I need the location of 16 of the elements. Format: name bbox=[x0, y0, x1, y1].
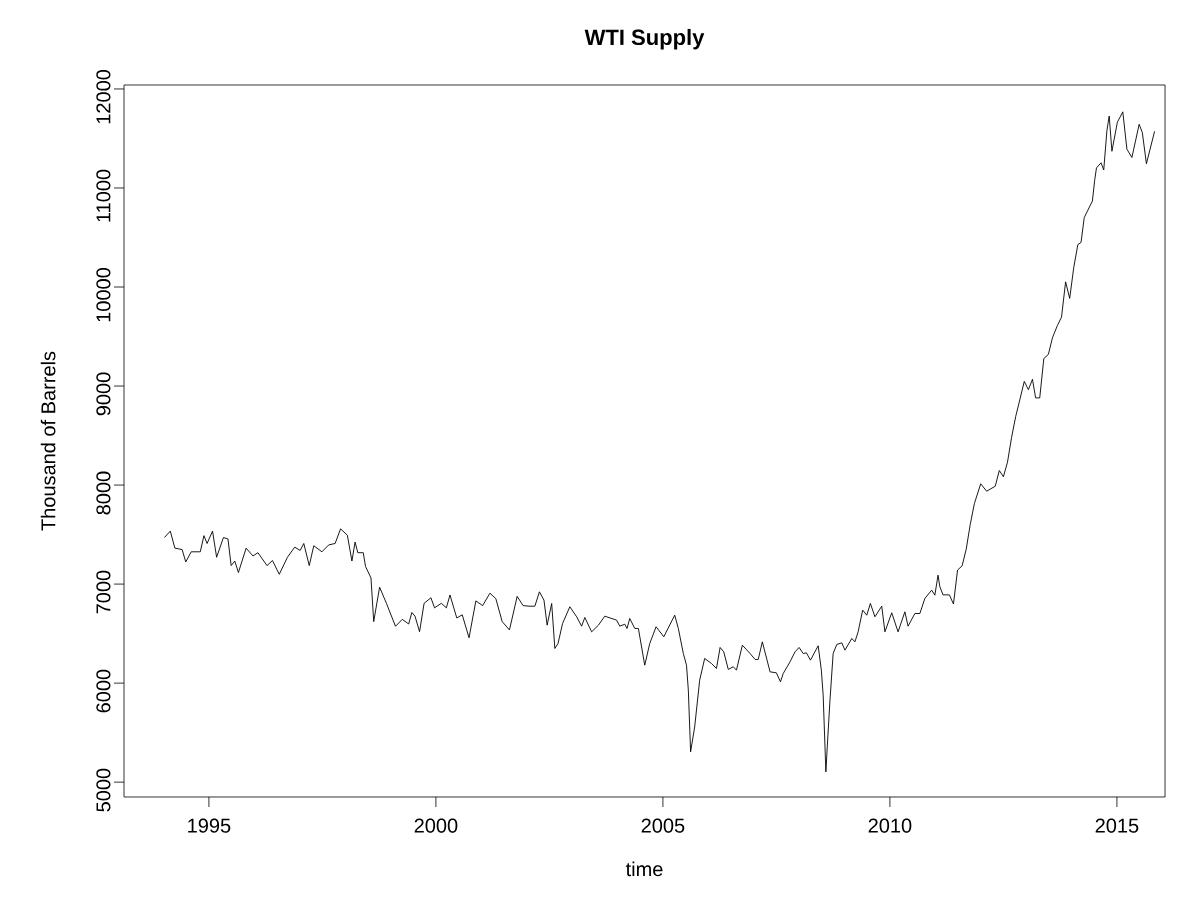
y-tick-label: 11000 bbox=[96, 169, 111, 222]
chart-title: WTI Supply bbox=[584, 28, 705, 50]
y-tick-label: 7000 bbox=[96, 570, 111, 614]
x-tick-label: 1995 bbox=[188, 818, 231, 833]
x-tick-label: 2015 bbox=[1095, 818, 1139, 833]
y-tick-label: 10000 bbox=[96, 268, 111, 322]
y-tick-label: 8000 bbox=[96, 471, 111, 515]
y-axis-title: Thousand of Barrels bbox=[40, 351, 56, 531]
x-tick-label: 2005 bbox=[641, 818, 685, 833]
x-tick-label: 2000 bbox=[414, 818, 458, 833]
x-axis-title: time bbox=[625, 861, 663, 877]
y-tick-label: 5000 bbox=[96, 768, 111, 812]
y-tick-label: 6000 bbox=[96, 669, 111, 713]
y-tick-label: 12000 bbox=[96, 69, 111, 124]
x-tick-label: 2010 bbox=[868, 818, 912, 833]
y-tick-label: 9000 bbox=[96, 372, 111, 416]
